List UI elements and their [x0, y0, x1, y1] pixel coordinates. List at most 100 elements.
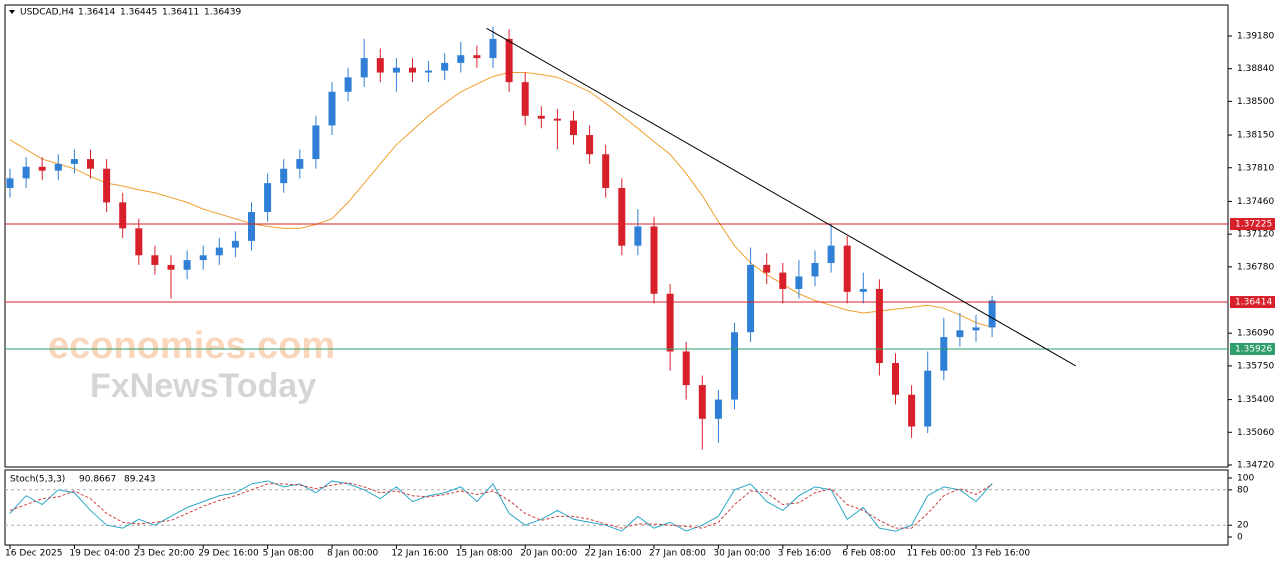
candle-body — [892, 363, 899, 395]
y-tick-label: 1.38840 — [1237, 64, 1274, 74]
candle-body — [441, 62, 449, 71]
candle-body — [553, 118, 561, 121]
candle-body — [537, 115, 545, 119]
x-tick-label: 23 Dec 20:00 — [134, 549, 195, 559]
y-tick-label: 1.34720 — [1237, 460, 1274, 470]
price-level-label: 1.36414 — [1235, 298, 1272, 308]
x-tick-label: 27 Jan 08:00 — [649, 549, 706, 559]
header-value: 1.36414 — [78, 8, 115, 18]
candle-body — [988, 300, 996, 328]
candle-body — [231, 240, 239, 248]
candle-body — [457, 55, 465, 63]
menu-icon[interactable] — [9, 10, 15, 14]
y-tick-label: 1.36780 — [1237, 262, 1274, 272]
y-tick-label: 1.35400 — [1237, 395, 1274, 405]
x-tick-label: 8 Jan 00:00 — [327, 549, 379, 559]
candle-body — [344, 77, 352, 92]
y-tick-label: 1.35750 — [1237, 361, 1274, 371]
price-panel — [4, 4, 1229, 468]
y-tick-label: 1.39180 — [1237, 31, 1274, 41]
y-tick-label: 100 — [1237, 474, 1254, 484]
candle-body — [940, 337, 948, 371]
candle-body — [731, 332, 738, 400]
candle-body — [505, 38, 513, 83]
candle-body — [409, 67, 416, 73]
price-level-label: 1.35926 — [1235, 344, 1272, 354]
y-tick-label: 1.36090 — [1237, 329, 1274, 339]
candle-body — [183, 260, 191, 270]
candle-body — [827, 245, 835, 263]
trend-line — [486, 27, 1077, 367]
y-tick-label: 80 — [1237, 485, 1249, 495]
x-tick-label: 30 Jan 00:00 — [713, 549, 770, 559]
candle-body — [215, 247, 223, 256]
watermark: FxNewsToday — [90, 367, 316, 405]
candle-body — [248, 212, 255, 241]
x-tick-label: 19 Dec 04:00 — [69, 549, 130, 559]
y-tick-label: 1.35060 — [1237, 428, 1274, 438]
candle-body — [425, 70, 433, 73]
x-tick-label: 3 Feb 16:00 — [778, 549, 832, 559]
candle-body — [859, 288, 867, 292]
stoch-panel — [4, 469, 1229, 546]
candle-body — [602, 154, 610, 188]
candle-body — [151, 255, 159, 265]
x-tick-label: 11 Feb 00:00 — [907, 549, 966, 559]
candle-body — [199, 255, 207, 261]
price-level-tag — [1230, 218, 1275, 231]
symbol-title: USDCAD,H4 — [20, 8, 74, 18]
candle-body — [763, 264, 771, 273]
y-tick-label: 0 — [1237, 532, 1243, 542]
candle-body — [312, 125, 320, 160]
candle-body — [924, 370, 932, 427]
candle-body — [87, 159, 94, 169]
y-tick-label: 1.37810 — [1237, 163, 1274, 173]
y-tick-label: 20 — [1237, 521, 1249, 531]
stoch-main-value: 90.8667 — [79, 475, 116, 485]
header-value: 1.36445 — [120, 8, 157, 18]
price-level-label: 1.37225 — [1235, 220, 1272, 230]
candle-body — [747, 264, 755, 333]
y-tick-label: 1.37120 — [1237, 230, 1274, 240]
candle-body — [489, 38, 497, 59]
candle-body — [70, 159, 78, 164]
moving-average — [9, 72, 993, 328]
candle-body — [328, 91, 336, 126]
candle-body — [6, 178, 14, 188]
candle-body — [103, 168, 111, 203]
candle-body — [135, 228, 143, 256]
candle-body — [521, 82, 529, 116]
y-tick-label: 1.38150 — [1237, 131, 1274, 141]
candle-body — [618, 187, 626, 246]
stoch-signal-value: 89.243 — [124, 475, 156, 485]
candle-body — [956, 330, 964, 338]
candle-body — [473, 55, 481, 59]
x-tick-label: 20 Jan 00:00 — [520, 549, 577, 559]
x-tick-label: 16 Dec 2025 — [5, 549, 63, 559]
candle-body — [360, 58, 368, 78]
stoch-line — [9, 482, 993, 529]
candle-body — [666, 293, 674, 352]
candle-body — [54, 163, 62, 171]
candle-body — [38, 166, 46, 171]
candle-body — [22, 166, 30, 179]
candle-body — [908, 394, 916, 427]
candle-body — [682, 351, 690, 386]
candle-body — [650, 226, 658, 294]
x-tick-label: 29 Dec 16:00 — [198, 549, 259, 559]
x-tick-label: 6 Feb 08:00 — [842, 549, 896, 559]
candle-body — [875, 288, 883, 364]
x-tick-label: 12 Jan 16:00 — [391, 549, 448, 559]
candle-body — [779, 272, 787, 289]
price-level-tag — [1230, 342, 1275, 355]
y-tick-label: 1.37460 — [1237, 197, 1274, 207]
watermark: economies.com — [48, 325, 335, 367]
candle-body — [296, 159, 304, 169]
price-level-tag — [1230, 296, 1275, 309]
candle-body — [586, 135, 594, 155]
candle-body — [972, 327, 980, 331]
candle-body — [392, 67, 400, 73]
x-tick-label: 22 Jan 16:00 — [585, 549, 642, 559]
